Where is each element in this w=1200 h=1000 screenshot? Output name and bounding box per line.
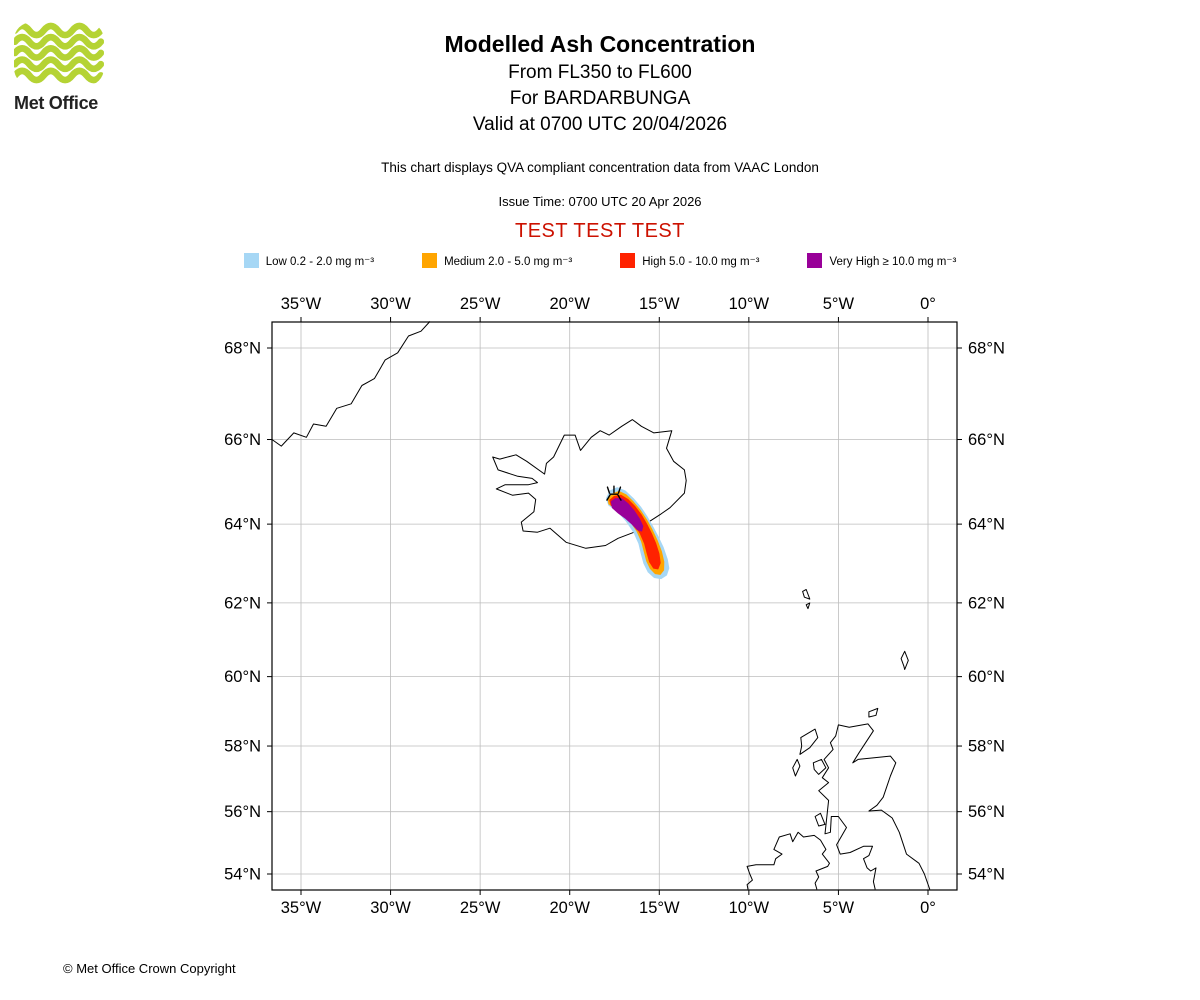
subtitle-volcano: For BARDARBUNGA — [509, 88, 691, 109]
lat-tick-label-right: 64°N — [968, 516, 1005, 534]
lon-tick-label-bottom: 25°W — [460, 899, 501, 917]
legend-item: Low 0.2 - 2.0 mg m⁻³ — [243, 253, 375, 268]
coastline-ireland-north — [746, 831, 830, 890]
lon-tick-label-top: 5°W — [823, 295, 855, 313]
page-title: Modelled Ash Concentration — [444, 31, 756, 57]
coastline-greenland-east-coast — [271, 321, 431, 447]
lat-tick-label-left: 66°N — [224, 431, 261, 449]
legend-swatch-icon — [807, 253, 823, 268]
lat-tick-label-right: 66°N — [968, 431, 1005, 449]
lat-tick-label-left: 64°N — [224, 516, 261, 534]
lon-tick-label-top: 20°W — [549, 295, 590, 313]
lat-tick-label-left: 56°N — [224, 803, 261, 821]
met-office-logo-text: Met Office — [14, 93, 99, 113]
lat-tick-label-left: 62°N — [224, 594, 261, 612]
subtitle-flight-levels: From FL350 to FL600 — [508, 62, 692, 83]
lon-tick-label-top: 10°W — [729, 295, 770, 313]
lat-tick-label-left: 60°N — [224, 668, 261, 686]
met-office-waves-icon — [14, 22, 104, 84]
lon-tick-label-bottom: 5°W — [823, 899, 855, 917]
copyright-footer: © Met Office Crown Copyright — [63, 961, 236, 976]
coastline-skye — [812, 758, 827, 775]
legend-swatch-icon — [620, 253, 636, 268]
lat-tick-label-left: 68°N — [224, 339, 261, 357]
coastline-faroe-south — [805, 602, 811, 610]
subtitle-valid-time: Valid at 0700 UTC 20/04/2026 — [472, 114, 728, 135]
header: Modelled Ash Concentration From FL350 to… — [0, 0, 1200, 268]
met-office-logo: Met Office — [14, 22, 124, 114]
lon-tick-label-top: 15°W — [639, 295, 680, 313]
coastline-great-britain — [818, 723, 931, 890]
issue-time: Issue Time: 0700 UTC 20 Apr 2026 — [498, 194, 702, 209]
map-frame — [271, 321, 958, 891]
lon-tick-label-bottom: 20°W — [549, 899, 590, 917]
legend-item: High 5.0 - 10.0 mg m⁻³ — [620, 253, 759, 268]
coastline-iceland — [492, 419, 687, 549]
lon-tick-label-bottom: 30°W — [370, 899, 411, 917]
lon-tick-label-bottom: 15°W — [639, 899, 680, 917]
test-banner: TEST TEST TEST — [514, 220, 685, 242]
legend-label: Very High ≥ 10.0 mg m⁻³ — [829, 255, 957, 268]
coastline-faroe-north — [802, 589, 811, 600]
lat-tick-label-left: 58°N — [224, 738, 261, 756]
legend: Low 0.2 - 2.0 mg m⁻³ Medium 2.0 - 5.0 mg … — [0, 253, 1200, 268]
lon-tick-label-bottom: 10°W — [729, 899, 770, 917]
lat-tick-label-left: 54°N — [224, 865, 261, 883]
lat-tick-label-right: 68°N — [968, 339, 1005, 357]
coastline-shetland — [900, 650, 909, 670]
lon-tick-label-top: 35°W — [281, 295, 322, 313]
ash-concentration-map: 35°W 35°W 30°W 30°W 25°W 25°W 20°W 20°W 15°W 15°W… — [224, 295, 1005, 917]
legend-item: Medium 2.0 - 5.0 mg m⁻³ — [422, 253, 572, 268]
legend-swatch-icon — [243, 253, 259, 268]
lon-tick-label-top: 0° — [920, 295, 936, 313]
legend-label: Low 0.2 - 2.0 mg m⁻³ — [265, 255, 375, 268]
legend-swatch-icon — [422, 253, 438, 268]
qva-note: This chart displays QVA compliant concen… — [381, 160, 819, 175]
coastline-islay-jura — [814, 812, 826, 827]
lat-tick-label-right: 56°N — [968, 803, 1005, 821]
coastline-orkney — [868, 707, 879, 718]
lat-tick-label-right: 60°N — [968, 668, 1005, 686]
ash-contour-very-high — [610, 498, 644, 532]
legend-item: Very High ≥ 10.0 mg m⁻³ — [807, 253, 956, 268]
lon-tick-label-bottom: 0° — [920, 899, 936, 917]
lon-tick-label-top: 25°W — [460, 295, 501, 313]
coastline-uists — [792, 758, 801, 777]
legend-label: High 5.0 - 10.0 mg m⁻³ — [642, 255, 760, 268]
lat-tick-label-right: 54°N — [968, 865, 1005, 883]
lat-tick-label-right: 58°N — [968, 738, 1005, 756]
lon-tick-label-top: 30°W — [370, 295, 411, 313]
lat-tick-label-right: 62°N — [968, 594, 1005, 612]
coastline-lewis-harris — [799, 728, 819, 755]
lon-tick-label-bottom: 35°W — [281, 899, 322, 917]
legend-label: Medium 2.0 - 5.0 mg m⁻³ — [444, 255, 573, 268]
volcano-icon — [606, 485, 622, 501]
